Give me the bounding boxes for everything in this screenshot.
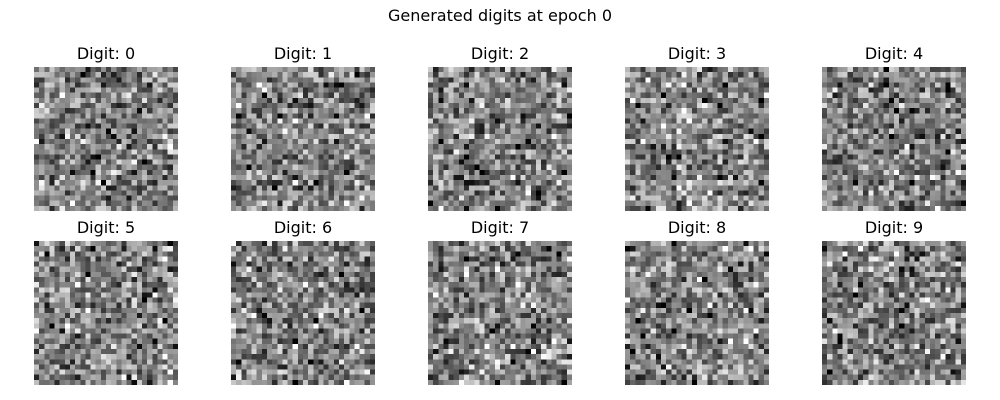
noise-image-4 — [822, 67, 966, 211]
noise-image-6 — [231, 241, 375, 385]
panel-title-9: Digit: 9 — [864, 218, 924, 237]
panel-title-1: Digit: 1 — [273, 44, 333, 63]
panel-title-3: Digit: 3 — [667, 44, 727, 63]
panel-title-8: Digit: 8 — [667, 218, 727, 237]
noise-image-3 — [625, 67, 769, 211]
panel-title-7: Digit: 7 — [470, 218, 530, 237]
panel-title-5: Digit: 5 — [76, 218, 136, 237]
panel-title-4: Digit: 4 — [864, 44, 924, 63]
figure-title: Generated digits at epoch 0 — [387, 6, 613, 25]
noise-image-9 — [822, 241, 966, 385]
noise-image-5 — [34, 241, 178, 385]
noise-image-2 — [428, 67, 572, 211]
noise-image-1 — [231, 67, 375, 211]
panel-title-6: Digit: 6 — [273, 218, 333, 237]
noise-image-7 — [428, 241, 572, 385]
panel-title-2: Digit: 2 — [470, 44, 530, 63]
noise-image-0 — [34, 67, 178, 211]
noise-image-8 — [625, 241, 769, 385]
panel-title-0: Digit: 0 — [76, 44, 136, 63]
